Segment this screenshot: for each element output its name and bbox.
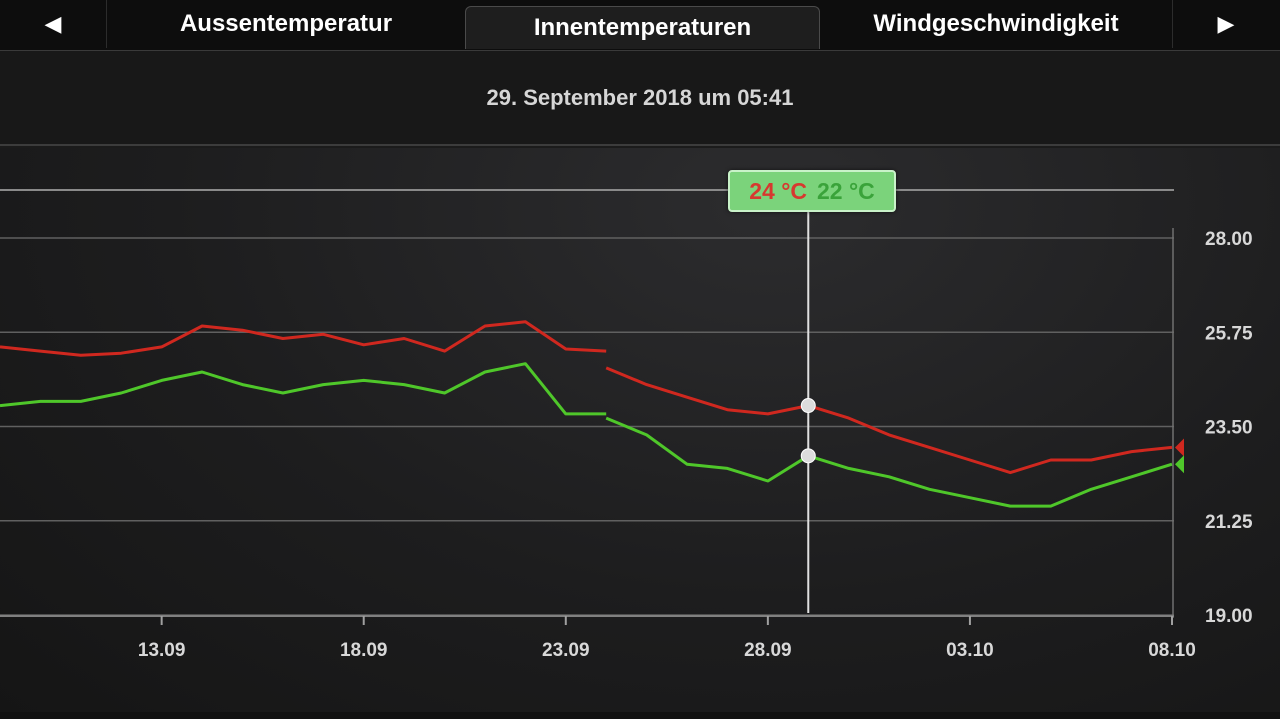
x-tick-label: 13.09 xyxy=(138,640,186,661)
chart-area[interactable]: 28.00 25.75 23.50 21.25 19.00 13.09 18.09 23.09… xyxy=(0,148,1280,712)
series-end-marker xyxy=(1175,438,1184,457)
x-tick-label: 08.10 xyxy=(1148,640,1196,661)
tab-windgeschwindigkeit[interactable]: Windgeschwindigkeit xyxy=(820,0,1172,48)
series-line-1 xyxy=(0,362,607,416)
tooltip-red-value: 24 °C xyxy=(749,177,807,204)
temperature-chart[interactable]: 28.00 25.75 23.50 21.25 19.00 13.09 18.09 23.09… xyxy=(0,148,1280,712)
series-end-marker xyxy=(1175,455,1184,474)
series-line-0 xyxy=(605,366,1173,475)
chevron-left-icon: ◀ xyxy=(44,11,62,36)
x-tick-label: 18.09 xyxy=(340,640,388,661)
timestamp-label: 29. September 2018 um 05:41 xyxy=(486,84,794,110)
x-tick-label: 23.09 xyxy=(542,640,590,661)
tab-label: Aussentemperatur xyxy=(179,10,393,37)
tab-label: Windgeschwindigkeit xyxy=(873,10,1119,37)
tooltip-green-value: 22 °C xyxy=(817,177,875,204)
chevron-right-icon: ▶ xyxy=(1217,11,1235,36)
series-line-1 xyxy=(605,416,1173,508)
y-tick-label: 23.50 xyxy=(1205,418,1253,439)
tab-bar: ◀ Aussentemperatur Innentemperaturen Win… xyxy=(0,0,1280,50)
crosshair-point xyxy=(800,398,816,414)
crosshair-tooltip: 24 °C 22 °C xyxy=(728,170,896,212)
tab-aussentemperatur[interactable]: Aussentemperatur xyxy=(108,0,464,48)
y-tick-label: 28.00 xyxy=(1205,229,1253,250)
y-tick-label: 19.00 xyxy=(1205,606,1253,627)
previous-tab-button[interactable]: ◀ xyxy=(0,0,107,48)
y-tick-label: 25.75 xyxy=(1205,323,1253,344)
next-tab-button[interactable]: ▶ xyxy=(1172,0,1279,48)
y-tick-label: 21.25 xyxy=(1205,512,1253,533)
x-tick-label: 03.10 xyxy=(946,640,994,661)
x-tick-label: 28.09 xyxy=(744,640,792,661)
crosshair-point xyxy=(800,448,816,464)
bottom-strip xyxy=(0,712,1280,719)
series-line-0 xyxy=(0,320,607,357)
tab-label: Innentemperaturen xyxy=(533,14,752,41)
tab-innentemperaturen[interactable]: Innentemperaturen xyxy=(465,6,820,49)
chart-header: 29. September 2018 um 05:41 xyxy=(0,50,1280,146)
